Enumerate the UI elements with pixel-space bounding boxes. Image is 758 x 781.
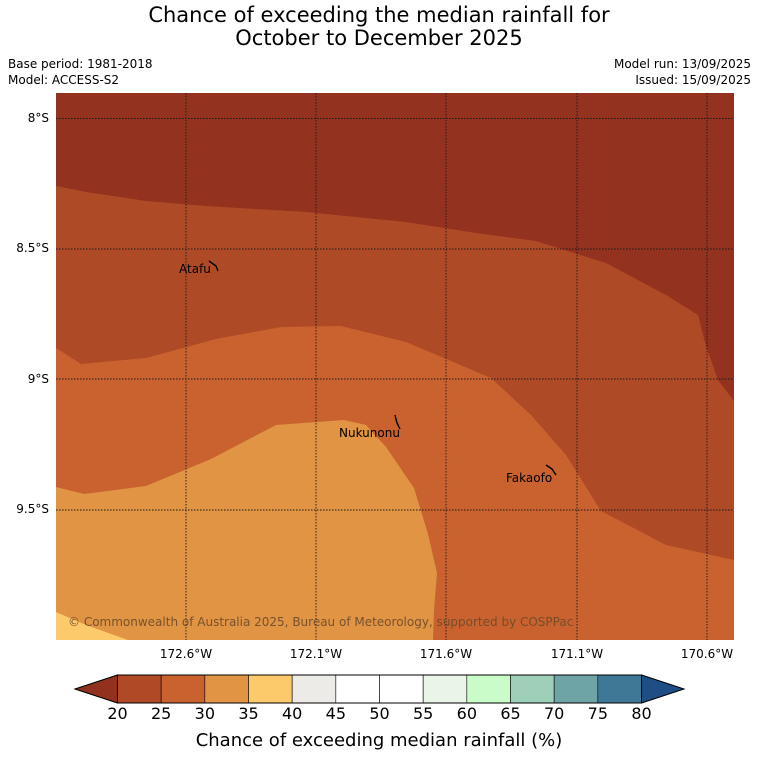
colorbar-tick-label: 35: [238, 704, 259, 723]
colorbar-tick-label: 60: [456, 704, 477, 723]
copyright-notice: © Commonwealth of Australia 2025, Bureau…: [68, 615, 573, 629]
model-name: Model: ACCESS-S2: [8, 73, 120, 87]
colorbar-cell: [204, 674, 249, 704]
lat-label-8-5s: 8.5°S: [16, 241, 49, 255]
probability-map: Atafu Nukunonu Fakaofo © Commonwealth of…: [56, 93, 734, 640]
lon-label-170-6w: 170.6°W: [680, 647, 734, 661]
colorbar: [74, 674, 686, 704]
colorbar-frame: [117, 674, 642, 704]
map-title: Chance of exceeding the median rainfall …: [0, 4, 758, 50]
colorbar-extend-high: [641, 674, 686, 704]
atafu-atoll-outline: [208, 260, 219, 272]
colorbar-cell: [510, 674, 555, 704]
model-run: Model run: 13/09/2025: [613, 57, 751, 71]
colorbar-cell: [248, 674, 293, 704]
lon-label-172-1w: 172.1°W: [289, 647, 343, 661]
colorbar-cells: [117, 674, 642, 704]
title-line-1: Chance of exceeding the median rainfall …: [148, 3, 610, 27]
colorbar-cell: [379, 674, 424, 704]
meta-right: Model run: 13/09/2025 Issued: 15/09/2025: [614, 56, 751, 88]
colorbar-cell: [466, 674, 511, 704]
colorbar-cell: [117, 674, 162, 704]
lat-label-9s: 9°S: [27, 372, 49, 386]
atoll-outlines: [208, 260, 557, 476]
place-label-atafu: Atafu: [179, 262, 211, 276]
title-line-2: October to December 2025: [235, 26, 523, 50]
nukunonu-atoll-outline: [394, 414, 401, 430]
colorbar-cell: [553, 674, 599, 704]
colorbar-cell: [335, 674, 380, 704]
colorbar-title: Chance of exceeding median rainfall (%): [195, 730, 563, 751]
colorbar-tick-label: 80: [631, 704, 652, 723]
base-period: Base period: 1981-2018: [8, 57, 153, 71]
issued-date: Issued: 15/09/2025: [635, 73, 751, 87]
fakaofo-atoll-outline: [545, 464, 557, 476]
zone-35-40: [56, 612, 128, 640]
colorbar-tick-label: 25: [150, 704, 172, 723]
colorbar-tick-label: 50: [369, 704, 390, 723]
colorbar-cell: [597, 674, 642, 704]
colorbar-extend-low: [74, 674, 118, 704]
zone-30-35: [56, 420, 437, 640]
colorbar-cell: [422, 674, 468, 704]
colorbar-tick-label: 65: [500, 704, 521, 723]
lon-label-172-6w: 172.6°W: [159, 647, 213, 661]
colorbar-tick-label: 70: [543, 704, 565, 723]
colorbar-tick-label: 45: [325, 704, 346, 723]
colorbar-tick-label: 75: [587, 704, 608, 723]
colorbar-tick-label: 55: [412, 704, 434, 723]
meta-left: Base period: 1981-2018 Model: ACCESS-S2: [8, 56, 153, 88]
graticule: [56, 93, 734, 640]
colorbar-cell: [160, 674, 206, 704]
colorbar-tick-label: 40: [281, 704, 303, 723]
lat-label-8s: 8°S: [27, 111, 49, 125]
lon-label-171-6w: 171.6°W: [419, 647, 473, 661]
place-label-fakaofo: Fakaofo: [506, 471, 552, 485]
lon-label-171-1w: 171.1°W: [550, 647, 604, 661]
colorbar-tick-label: 20: [107, 704, 128, 723]
lat-label-9-5s: 9.5°S: [16, 502, 49, 516]
colorbar-tick-label: 30: [194, 704, 215, 723]
place-label-nukunonu: Nukunonu: [339, 426, 400, 440]
colorbar-cell: [291, 674, 337, 704]
